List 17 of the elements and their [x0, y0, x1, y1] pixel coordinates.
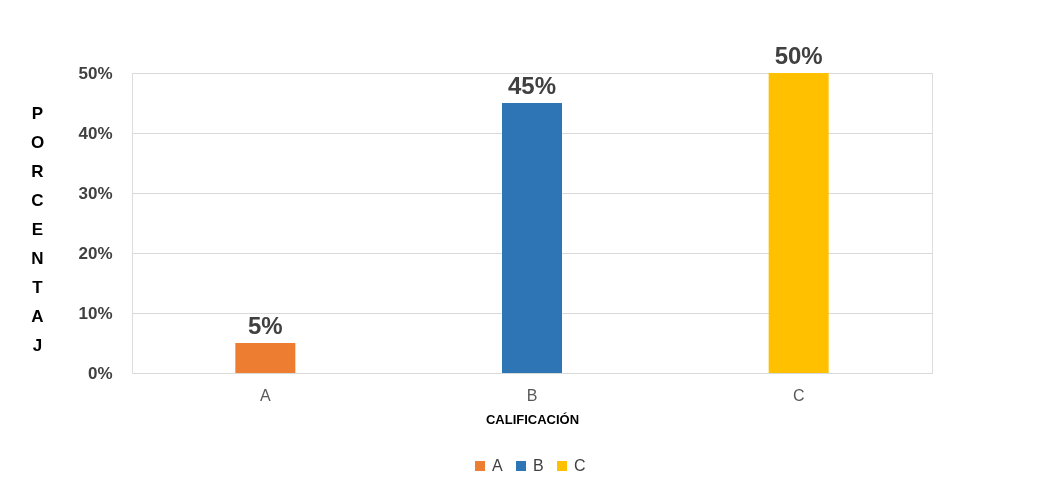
y-tick-label: 30% [78, 183, 113, 203]
legend-label: B [533, 457, 544, 474]
y-tick-label: 20% [78, 243, 113, 263]
x-axis-title: CALIFICACIÓN [485, 411, 580, 427]
x-tick-label: C [792, 386, 805, 404]
data-label: 5% [247, 312, 283, 339]
x-tick-label: B [526, 386, 538, 404]
data-label: 50% [774, 42, 823, 69]
x-tick-label: A [260, 386, 271, 404]
legend-label: A [492, 457, 503, 474]
y-tick-label: 40% [78, 123, 113, 143]
legend-label: C [574, 457, 586, 474]
data-label: 45% [507, 72, 557, 99]
y-tick-label: 50% [78, 63, 113, 83]
text: PORCENTAJ [30, 103, 45, 355]
y-tick-label: 0% [87, 363, 113, 383]
y-tick-label: 10% [78, 303, 113, 323]
